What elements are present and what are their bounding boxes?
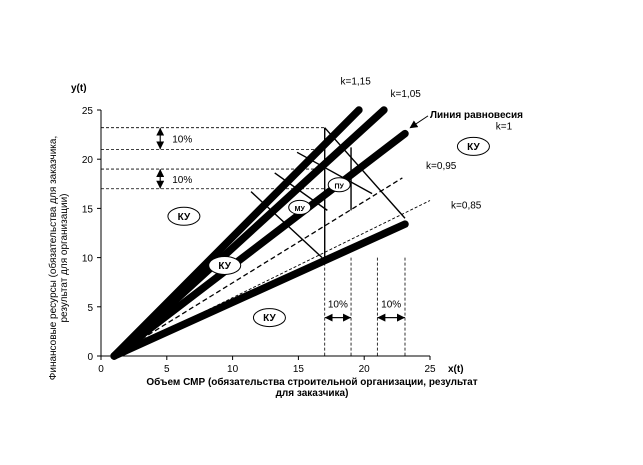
x-tick-label-4: 20 (359, 364, 371, 375)
x-tick-label-5: 25 (424, 364, 436, 375)
zone-ellipse-5 (327, 177, 351, 193)
interval-label-1: 10% (172, 175, 192, 186)
zone-ellipse-1 (208, 255, 242, 275)
y-tick-label-3: 15 (82, 204, 94, 215)
zone-label-0: КУ (178, 212, 191, 223)
zone-ellipse-4 (288, 199, 312, 215)
y-axis-label: y(t) (71, 83, 87, 94)
zone-label-4: МУ (295, 206, 306, 213)
interval-label-0: 10% (172, 135, 192, 146)
y-tick-label-2: 10 (82, 254, 94, 265)
series-line-4 (113, 200, 431, 357)
series-line-5 (110, 220, 409, 360)
zone-label-2: КУ (263, 313, 276, 324)
region-segment-3 (250, 191, 323, 259)
equilibrium-arrow (409, 115, 429, 129)
zone-ellipse-3 (456, 136, 490, 156)
interval-label-3: 10% (381, 300, 401, 311)
y-tick-label-5: 25 (82, 106, 94, 117)
x-tick-label-0: 0 (98, 364, 104, 375)
k-label-1: k=1,05 (391, 89, 422, 100)
k-label-4: k=0,85 (451, 200, 482, 211)
series-line-1 (110, 106, 388, 360)
k-label-3: k=0,95 (426, 161, 457, 172)
k-label-0: k=1,15 (341, 76, 372, 87)
interval-label-2: 10% (328, 300, 348, 311)
zone-label-3: КУ (467, 142, 480, 153)
y-tick-label-1: 5 (87, 303, 93, 314)
region-segment-0 (324, 127, 406, 219)
x-tick-label-2: 10 (227, 364, 239, 375)
x-tick-label-1: 5 (164, 364, 170, 375)
y-tick-label-0: 0 (87, 352, 93, 363)
y-tick-label-4: 20 (82, 155, 94, 166)
zone-label-5: ПУ (335, 183, 345, 190)
equilibrium-label: Линия равновесия (430, 110, 523, 121)
x-axis-caption: Объем СМР (обязательства строительной ор… (146, 376, 477, 399)
k-label-2: k=1 (496, 122, 513, 133)
x-axis-label: x(t) (448, 364, 464, 375)
region-segment-1 (296, 151, 373, 195)
region-segment-2 (274, 172, 328, 211)
zone-label-1: КУ (218, 261, 231, 272)
series-line-3 (113, 177, 403, 357)
zone-ellipse-2 (252, 308, 286, 328)
series-line-2 (110, 129, 409, 360)
zone-ellipse-0 (167, 206, 201, 226)
y-axis-caption: Финансовые ресурсы (обязательства для за… (47, 136, 70, 381)
x-tick-label-3: 15 (293, 364, 305, 375)
